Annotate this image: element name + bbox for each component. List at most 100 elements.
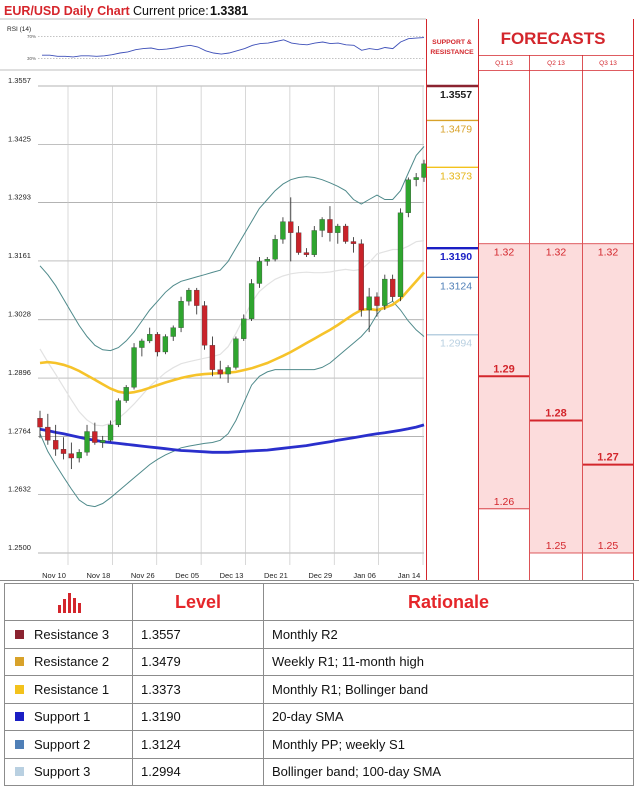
forecast-ranges: 1.32 1.29 1.26 1.32 1.28 1.25 1.32 1.27 1.25 [479, 243, 633, 554]
candle-body [186, 289, 192, 302]
x-tick-label: Dec 29 [308, 571, 332, 580]
level-value: 1.3124 [132, 730, 264, 759]
candle-body [233, 338, 239, 368]
candle-body [280, 221, 286, 240]
candle-body [311, 230, 317, 255]
candle-body [84, 431, 90, 453]
forecasts-panel: FORECASTS Q1 13 Q2 13 Q3 13 1.32 1.29 1.26… [478, 19, 634, 581]
level-name-cell: Resistance 3 [4, 620, 133, 649]
table-row: Support 3 1.2994 Bollinger band; 100-day S… [4, 757, 634, 786]
level-name: Resistance 3 [34, 626, 110, 642]
candle-body [53, 440, 59, 450]
candle-body [272, 239, 278, 260]
level-name-cell: Support 3 [4, 757, 133, 786]
candle-body [123, 387, 129, 401]
level-value: 1.3373 [132, 675, 264, 704]
table-row: Support 1 1.3190 20-day SMA [4, 702, 634, 731]
candle-body [397, 212, 404, 297]
candle-body [115, 400, 122, 426]
rsi-line [42, 37, 425, 58]
candlesticks [37, 159, 427, 470]
candle-body [335, 225, 341, 233]
x-axis-ticks: Nov 10 Nov 18 Nov 26 Dec 05 Dec 13 Dec 21 Dec … [42, 571, 420, 580]
level-column-header: Level [132, 583, 264, 621]
forecast-value: 1.27 [597, 452, 618, 464]
sr-label-line1: SUPPORT & [432, 39, 472, 46]
sma-faint-line [39, 240, 425, 427]
price-grid [38, 85, 424, 565]
level-value: 1.3479 [132, 647, 264, 676]
bollinger-lower-line [39, 300, 425, 508]
forecast-value: 1.32 [598, 247, 619, 259]
forecast-col-q2: Q2 13 [547, 60, 565, 67]
candle-body [366, 296, 372, 311]
candle-body [327, 219, 333, 233]
candle-body [256, 261, 263, 284]
level-name-cell: Support 2 [4, 730, 133, 759]
candle-body [350, 241, 357, 244]
level-name: Resistance 1 [34, 681, 110, 697]
candle-body [131, 347, 137, 388]
level-rationale: Monthly PP; weekly S1 [263, 730, 634, 759]
candle-body [374, 296, 380, 306]
forecast-range [530, 243, 582, 554]
candle-body [178, 301, 184, 328]
y-tick-label: 1.2764 [8, 426, 31, 435]
y-axis-ticks: 1.3557 1.3425 1.3293 1.3161 1.3028 1.2896 1.27… [8, 76, 31, 552]
candle-body [139, 340, 145, 348]
level-rationale: Monthly R2 [263, 620, 634, 649]
current-price-value: 1.3381 [210, 4, 248, 18]
level-name-cell: Resistance 2 [4, 647, 133, 676]
forecast-value: 1.32 [494, 247, 515, 259]
sma-100-line [39, 423, 425, 454]
level-rationale: Weekly R1; 11-month high [263, 647, 634, 676]
candle-body [170, 327, 176, 337]
x-tick-label: Nov 10 [42, 571, 66, 580]
candle-body [209, 345, 216, 370]
bar-chart-icon-cell [4, 583, 133, 621]
sr-levels: 1.3557 1.3479 1.3373 1.3190 1.3124 1.2994 [427, 84, 478, 350]
candle-body [241, 318, 247, 339]
levels-table: Level Rationale Resistance 3 1.3557 Monthl… [4, 583, 634, 786]
candle-body [162, 336, 169, 353]
y-tick-label: 1.3161 [8, 251, 31, 260]
candle-body [264, 259, 270, 262]
level-color-swatch [15, 767, 24, 777]
sr-level-value: 1.3124 [440, 280, 472, 292]
candle-body [147, 334, 153, 342]
x-tick-label: Nov 26 [131, 571, 155, 580]
candle-body [68, 453, 74, 459]
candle-body [92, 431, 98, 443]
y-tick-label: 1.3028 [8, 310, 31, 319]
forecast-range [583, 243, 633, 554]
y-tick-label: 1.3293 [8, 193, 31, 202]
level-rationale: Monthly R1; Bollinger band [263, 675, 634, 704]
level-name: Resistance 2 [34, 654, 110, 670]
x-tick-label: Jan 06 [353, 571, 376, 580]
sr-level-value: 1.3557 [440, 89, 472, 101]
candle-body [107, 424, 114, 441]
forecast-value: 1.28 [545, 407, 566, 419]
candle-body [390, 278, 396, 297]
y-tick-label: 1.3557 [8, 76, 31, 85]
candle-body [248, 283, 255, 319]
level-rationale: 20-day SMA [263, 702, 634, 731]
x-tick-label: Dec 05 [175, 571, 199, 580]
x-tick-label: Nov 18 [86, 571, 110, 580]
table-row: Resistance 3 1.3557 Monthly R2 [4, 620, 634, 649]
y-tick-label: 1.2500 [8, 543, 31, 552]
sr-level-value: 1.2994 [440, 338, 472, 350]
candle-body [295, 232, 302, 253]
candle-body [319, 219, 325, 231]
chart-title: EUR/USD Daily Chart [4, 4, 131, 18]
level-name: Support 2 [34, 736, 91, 752]
levels-table-body: Resistance 3 1.3557 Monthly R2 Resistance 2… [4, 620, 634, 786]
eurusd-chart-panel: EUR/USD Daily Chart Current price: 1.338… [0, 4, 639, 581]
candle-body [60, 449, 67, 454]
y-tick-label: 1.2896 [8, 368, 31, 377]
table-row: Support 2 1.3124 Monthly PP; weekly S1 [4, 730, 634, 759]
rsi-label: RSI (14) [7, 26, 31, 33]
sma-20-line [39, 271, 425, 395]
candle-body [100, 440, 106, 443]
candle-body [37, 418, 43, 428]
